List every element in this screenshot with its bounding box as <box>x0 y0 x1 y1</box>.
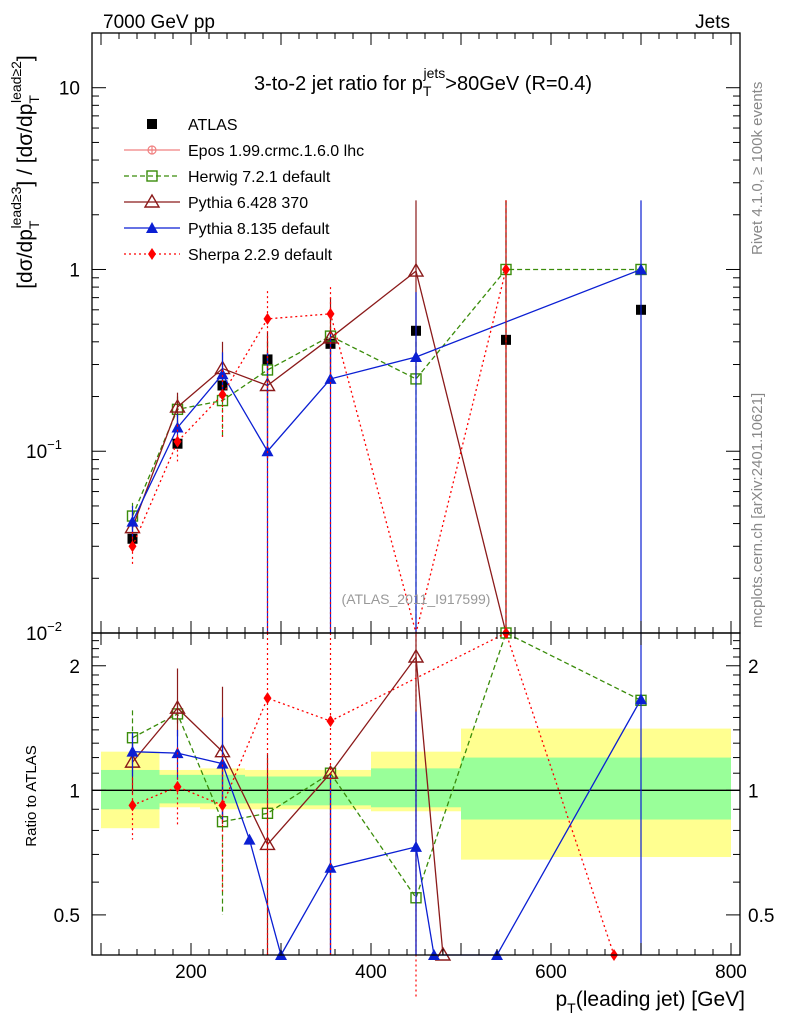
main-ytick-label-0: 10−2 <box>26 619 62 645</box>
analysis-id: (ATLAS_2011_I917599) <box>342 591 491 607</box>
x-tick-label-800: 800 <box>715 962 747 983</box>
header-beam: 7000 GeV pp <box>103 12 215 33</box>
ratio-ytick-label-right-2: 2 <box>748 657 759 678</box>
main-pythia-line <box>131 269 507 634</box>
ratio-ytick-label-right-1: 1 <box>748 781 759 802</box>
main-pythia-point-1 <box>171 421 184 433</box>
ratio-pythia-point-6 <box>410 840 422 852</box>
main-herwig-line <box>131 268 641 517</box>
ratio-pythia-point-1 <box>169 699 186 714</box>
ratio-pythia-point-5 <box>407 648 425 663</box>
main-sherpa-point-0 <box>128 540 137 553</box>
legend-herwig-marker <box>146 170 158 182</box>
y-axis-label: [dσ/dpTlead≥3] / [dσ/dpTlead≥2] <box>8 55 42 289</box>
main-pythia-point-2 <box>216 368 229 380</box>
main-pythia-point-1 <box>169 398 186 413</box>
ratio-sherpa-point-1 <box>173 780 182 793</box>
main-sherpa-line <box>131 269 507 634</box>
legend-herwig-label: Herwig 7.2.1 default <box>188 169 331 186</box>
side-mcplots: mcplots.cern.ch [arXiv:2401.10621] <box>749 393 766 628</box>
title-pre: 3-to-2 jet ratio for p <box>254 73 423 95</box>
main-sherpa-point-6 <box>502 263 510 276</box>
ratio-y-label: Ratio to ATLAS <box>23 745 40 846</box>
legend-pythia-marker <box>143 193 161 208</box>
legend-sherpa-marker <box>148 248 156 260</box>
ratio-pythia-point-6 <box>434 946 452 961</box>
main-sherpa-point-4 <box>326 307 335 320</box>
legend-atlas-label: ATLAS <box>188 117 238 134</box>
main-sherpa-point-1 <box>173 435 182 448</box>
side-rivet: Rivet 4.1.0, ≥ 100k events <box>749 82 766 255</box>
ratio-pythia-point-0 <box>126 745 139 757</box>
legend-pythia-marker <box>146 222 158 233</box>
ratio-pythia-point-9 <box>635 693 647 705</box>
main-ytick-label-2: 1 <box>69 260 80 281</box>
ratio-sherpa-point-0 <box>128 799 137 812</box>
x-axis-label: pT(leading jet) [GeV] <box>555 988 745 1016</box>
ratio-sherpa-point-4 <box>326 715 335 728</box>
ratio-herwig-line <box>132 632 642 900</box>
main-pythia-point-5 <box>410 350 422 362</box>
main-pythia-point-6 <box>635 263 647 275</box>
band-stat-6 <box>461 757 551 820</box>
legend-pythia-label: Pythia 6.428 370 <box>188 195 308 212</box>
ratio-ytick-label-left-1: 1 <box>69 781 80 802</box>
x-tick-label-400: 400 <box>355 962 387 983</box>
legend-atlas-marker <box>147 119 157 129</box>
title-sup: jets <box>422 65 445 81</box>
main-sherpa-point-3 <box>263 312 272 325</box>
ratio-panel-frame <box>91 632 741 956</box>
ratio-ytick-label-right-0: 0.5 <box>748 906 774 927</box>
x-tick-label-600: 600 <box>535 962 567 983</box>
main-pythia-point-5 <box>407 262 425 277</box>
legend-pythia-label: Pythia 8.135 default <box>188 221 330 238</box>
ratio-pythia-point-5 <box>324 861 337 873</box>
main-ytick-label-1: 10−1 <box>26 437 62 463</box>
main-sherpa-point-2 <box>218 388 227 401</box>
title-sub: T <box>423 83 432 99</box>
legend-epos-label: Epos 1.99.crmc.1.6.0 lhc <box>188 143 364 160</box>
legend-epos-marker <box>147 145 157 155</box>
x-tick-label-200: 200 <box>175 962 207 983</box>
ratio-ytick-label-left-2: 2 <box>69 657 80 678</box>
ratio-pythia-point-2 <box>216 757 229 769</box>
ratio-sherpa-point-3 <box>263 692 272 705</box>
ratio-pythia-point-3 <box>243 833 256 845</box>
legend-sherpa-label: Sherpa 2.2.9 default <box>188 247 333 264</box>
header-category: Jets <box>695 12 730 33</box>
main-ytick-label-3: 10 <box>59 79 80 100</box>
main-pythia-point-3 <box>261 445 274 457</box>
ratio-sherpa-point-2 <box>218 799 227 812</box>
main-pythia-line <box>131 268 642 522</box>
plot-title: 3-to-2 jet ratio for pTjets>80GeV (R=0.4… <box>254 65 592 99</box>
title-post: >80GeV (R=0.4) <box>445 73 592 95</box>
main-pythia-point-0 <box>126 515 139 527</box>
ratio-ytick-label-left-0: 0.5 <box>54 906 80 927</box>
